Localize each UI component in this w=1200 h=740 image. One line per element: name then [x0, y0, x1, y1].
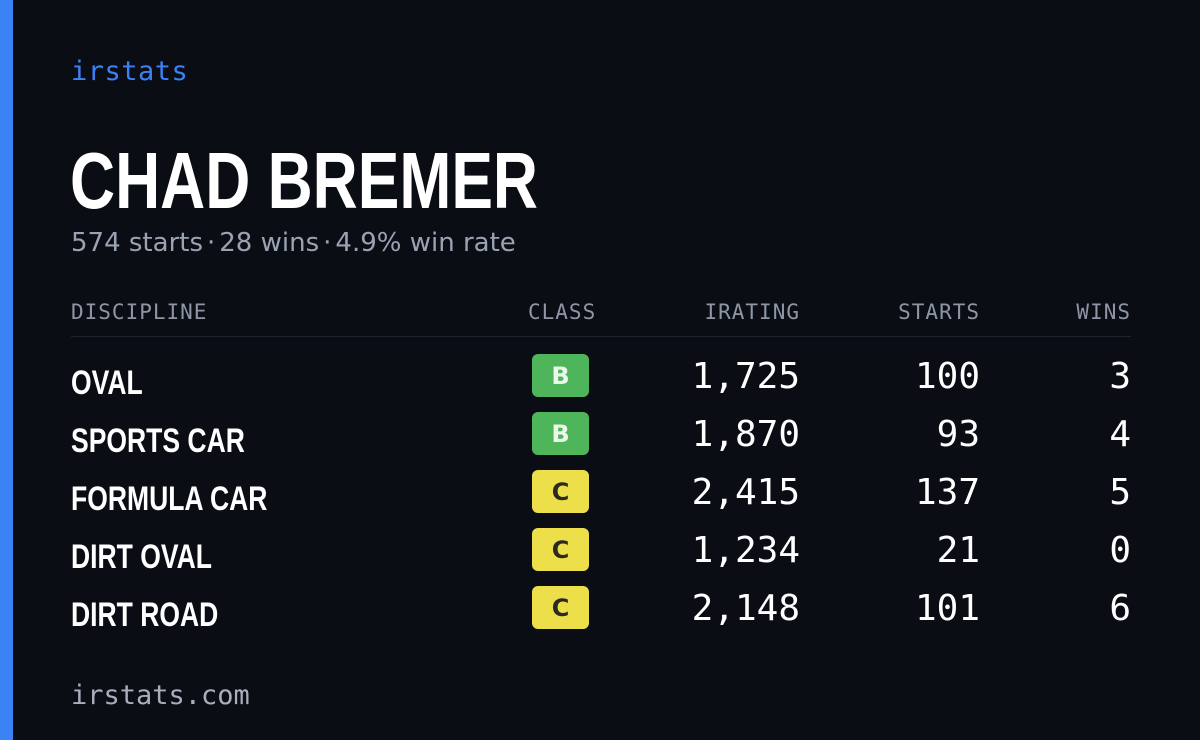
class-badge: C — [532, 470, 589, 513]
table-row: SPORTS CAR B 1,870 93 4 — [71, 412, 1131, 470]
irating-value: 2,148 — [691, 588, 800, 629]
header-class: CLASS — [528, 300, 597, 324]
table-row: DIRT ROAD C 2,148 101 6 — [71, 586, 1131, 644]
table-row: FORMULA CAR C 2,415 137 5 — [71, 470, 1131, 528]
starts-value: 101 — [914, 588, 980, 629]
irating-value: 1,870 — [691, 414, 800, 455]
wins-value: 5 — [1109, 472, 1131, 513]
discipline-name: SPORTS CAR — [71, 422, 245, 460]
class-badge: C — [532, 586, 589, 629]
irating-value: 1,725 — [691, 356, 800, 397]
discipline-name: DIRT ROAD — [71, 596, 219, 634]
class-badge: B — [532, 412, 589, 455]
irating-value: 1,234 — [691, 530, 800, 571]
wins-value: 4 — [1109, 414, 1131, 455]
discipline-name: DIRT OVAL — [71, 538, 212, 576]
irating-value: 2,415 — [691, 472, 800, 513]
accent-bar — [0, 0, 13, 740]
discipline-name: OVAL — [71, 364, 143, 402]
starts-value: 21 — [936, 530, 980, 571]
wins-value: 6 — [1109, 588, 1131, 629]
header-wins: WINS — [1076, 300, 1131, 324]
table-header: DISCIPLINE CLASS IRATING STARTS WINS — [71, 300, 1131, 337]
class-badge: B — [532, 354, 589, 397]
discipline-name: FORMULA CAR — [71, 480, 268, 518]
brand-logo-text: irstats — [71, 56, 189, 87]
win-rate-summary: 4.9% win rate — [335, 228, 516, 258]
header-irating: IRATING — [704, 300, 800, 324]
starts-value: 137 — [914, 472, 980, 513]
wins-value: 0 — [1109, 530, 1131, 571]
table-row: OVAL B 1,725 100 3 — [71, 354, 1131, 412]
driver-summary: 574 starts · 28 wins · 4.9% win rate — [71, 228, 516, 258]
driver-name: CHAD BREMER — [70, 136, 538, 225]
class-badge: C — [532, 528, 589, 571]
table-row: DIRT OVAL C 1,234 21 0 — [71, 528, 1131, 586]
header-starts: STARTS — [898, 300, 980, 324]
separator-dot: · — [207, 228, 216, 258]
starts-summary: 574 starts — [71, 228, 203, 258]
footer-url: irstats.com — [71, 680, 250, 711]
starts-value: 93 — [936, 414, 980, 455]
starts-value: 100 — [914, 356, 980, 397]
separator-dot: · — [323, 228, 332, 258]
wins-value: 3 — [1109, 356, 1131, 397]
wins-summary: 28 wins — [219, 228, 320, 258]
header-discipline: DISCIPLINE — [71, 300, 208, 324]
